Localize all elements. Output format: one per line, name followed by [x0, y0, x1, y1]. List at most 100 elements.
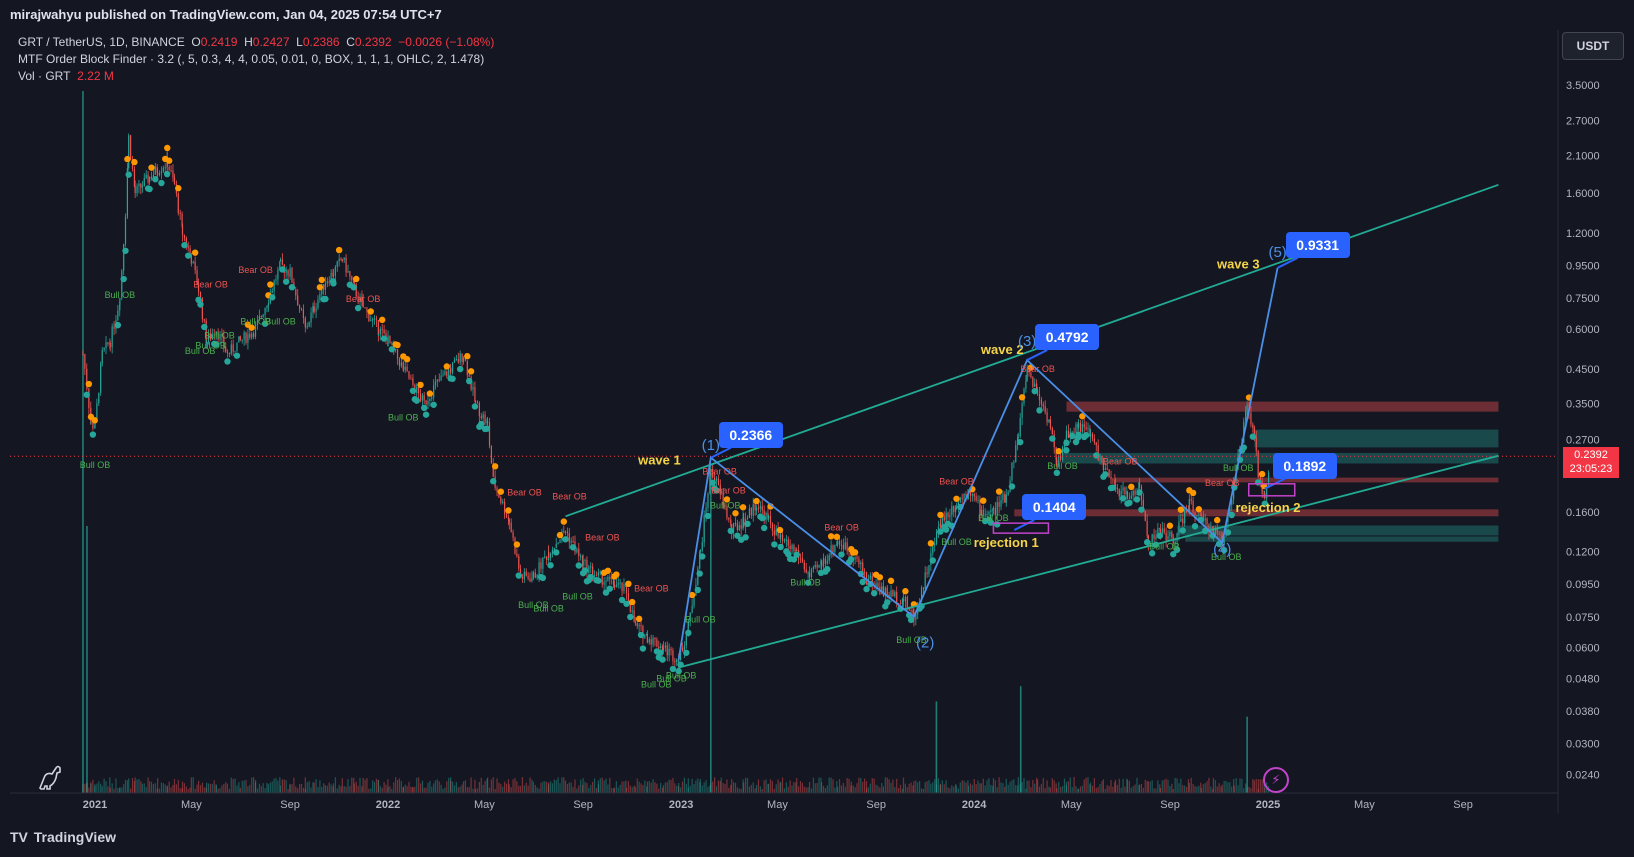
volume-bar: [930, 783, 932, 793]
volume-bar: [850, 785, 852, 793]
symbol-title[interactable]: GRT / TetherUS, 1D, BINANCE: [18, 35, 185, 49]
volume-bar: [1101, 781, 1103, 793]
volume-bar: [166, 786, 168, 793]
candle-body: [279, 261, 281, 270]
candle-body: [884, 587, 886, 597]
volume-bar: [1102, 779, 1105, 793]
candle-body: [412, 380, 414, 385]
volume-bar: [828, 777, 830, 793]
candle-body: [1246, 404, 1248, 412]
candle-body: [148, 176, 151, 183]
price-callout[interactable]: 0.1892: [1272, 452, 1337, 479]
volume-bar: [724, 783, 726, 793]
volume-bar: [462, 781, 465, 793]
bull-signal-dot: [713, 487, 720, 494]
candle-body: [1104, 468, 1106, 471]
volume-bar: [873, 778, 875, 793]
candle-body: [197, 284, 200, 292]
bull-signal-dot: [269, 294, 276, 301]
volume-bar: [703, 782, 705, 793]
candle-body: [1185, 510, 1188, 512]
wave-pivot-label: (2): [916, 635, 934, 652]
volume-bar: [1085, 777, 1087, 793]
lightning-icon[interactable]: ⚡: [1263, 767, 1289, 793]
price-callout[interactable]: 0.4792: [1035, 324, 1100, 351]
candle-body: [842, 544, 844, 550]
legend-volume-row[interactable]: Vol · GRT 2.22 M: [18, 68, 494, 85]
candle-body: [310, 312, 312, 323]
bull-signal-dot: [1008, 483, 1016, 490]
volume-bar: [695, 780, 697, 793]
volume-bar: [133, 781, 136, 793]
candle-body: [928, 565, 930, 574]
volume-bar: [672, 777, 674, 793]
volume-bar: [540, 782, 542, 793]
volume-bar: [898, 787, 900, 793]
candle-body: [932, 545, 934, 554]
volume-bar: [821, 782, 823, 793]
candle-body: [973, 493, 975, 497]
bear-signal-dot: [124, 155, 131, 163]
candle-body: [466, 360, 468, 376]
candle-body: [544, 556, 546, 558]
volume-bar: [1245, 783, 1247, 793]
volume-bar: [498, 782, 500, 793]
volume-bar: [1212, 788, 1214, 793]
volume-bar: [130, 788, 132, 793]
candle-body: [187, 246, 189, 249]
candle-body: [295, 289, 297, 296]
candle-body: [232, 344, 234, 352]
volume-bar: [158, 788, 161, 793]
volume-bar: [277, 780, 279, 793]
candle-body: [572, 540, 574, 542]
candle-body: [156, 166, 158, 173]
volume-bar: [877, 785, 879, 793]
volume-bar: [862, 781, 864, 793]
price-callout[interactable]: 0.1404: [1022, 493, 1087, 520]
volume-bar: [1223, 780, 1225, 793]
volume-bar: [640, 783, 642, 793]
volume-bar: [283, 779, 285, 793]
bear-signal-dot: [937, 511, 944, 519]
bull-signal-dot: [606, 585, 614, 592]
volume-bar: [444, 787, 446, 793]
volume-bar: [661, 787, 664, 793]
bull-signal-dot: [777, 543, 784, 551]
candle-body: [1061, 447, 1064, 460]
candle-body: [1044, 406, 1046, 413]
candle-body: [488, 422, 491, 446]
volume-bar: [453, 785, 456, 793]
candle-body: [389, 336, 391, 344]
bull-signal-dot: [942, 526, 950, 533]
volume-bar: [759, 786, 761, 793]
candle-body: [830, 545, 832, 556]
volume-bar: [926, 781, 928, 793]
bull-signal-dot: [1063, 447, 1070, 454]
time-axis[interactable]: 2021 May Sep 2022 May Sep 2023 May Sep 2024 May Sep…: [10, 792, 1558, 811]
price-callout[interactable]: 0.2366: [718, 421, 783, 448]
indicator-title[interactable]: MTF Order Block Finder · 3.2 (, 5, 0.3, …: [18, 52, 485, 66]
price-callout[interactable]: 0.9331: [1285, 231, 1350, 258]
volume-bar: [1013, 779, 1015, 793]
bull-zone: [1254, 429, 1499, 448]
candle-body: [988, 512, 990, 514]
candle-body: [1034, 383, 1036, 387]
volume-bar: [613, 788, 615, 793]
volume-bar: [88, 787, 90, 793]
price-axis[interactable]: 4.50003.50002.70002.10001.60001.20000.95…: [1557, 30, 1600, 813]
dinosaur-icon[interactable]: [36, 762, 66, 792]
currency-button[interactable]: USDT: [1562, 32, 1624, 60]
legend-symbol-row: GRT / TetherUS, 1D, BINANCE O0.2419 H0.2…: [18, 34, 494, 51]
volume-bar: [915, 780, 917, 793]
candle-body: [1026, 367, 1028, 382]
volume-bar: [1049, 787, 1052, 793]
legend-indicator-row[interactable]: MTF Order Block Finder · 3.2 (, 5, 0.3, …: [18, 51, 494, 68]
candle-body: [1200, 515, 1202, 517]
volume-label[interactable]: Vol · GRT: [18, 69, 71, 83]
volume-bar: [740, 788, 742, 793]
plot-area[interactable]: [10, 30, 1558, 793]
volume-bar: [1000, 782, 1002, 793]
candle-body: [194, 261, 196, 271]
bull-signal-dot: [1063, 439, 1070, 447]
